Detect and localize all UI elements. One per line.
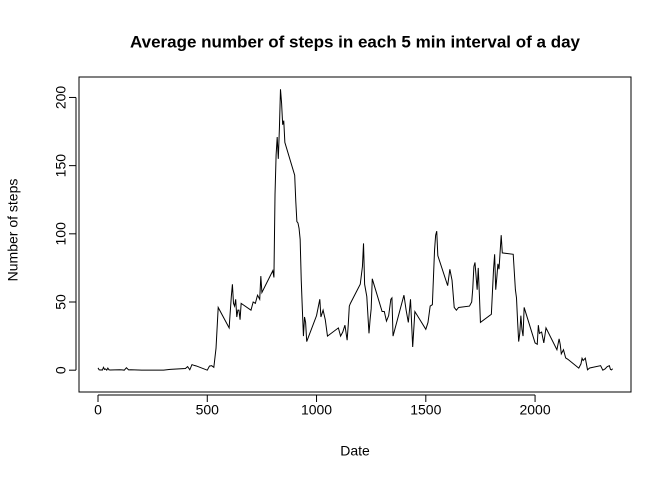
x-axis-label: Date — [340, 443, 370, 459]
x-tick-label: 500 — [196, 402, 220, 418]
y-tick-label: 200 — [53, 86, 69, 110]
y-tick-label: 50 — [53, 294, 69, 310]
chart-title: Average number of steps in each 5 min in… — [130, 32, 581, 51]
plot-box — [78, 76, 632, 393]
y-tick-label: 100 — [53, 222, 69, 246]
y-tick-label: 0 — [53, 366, 69, 374]
data-line — [97, 89, 614, 372]
x-tick-label: 0 — [94, 402, 102, 418]
x-tick-label: 2000 — [519, 402, 550, 418]
y-axis-label: Number of steps — [5, 179, 21, 282]
x-tick-label: 1000 — [301, 402, 332, 418]
x-tick-label: 1500 — [410, 402, 441, 418]
y-tick-label: 150 — [53, 154, 69, 178]
